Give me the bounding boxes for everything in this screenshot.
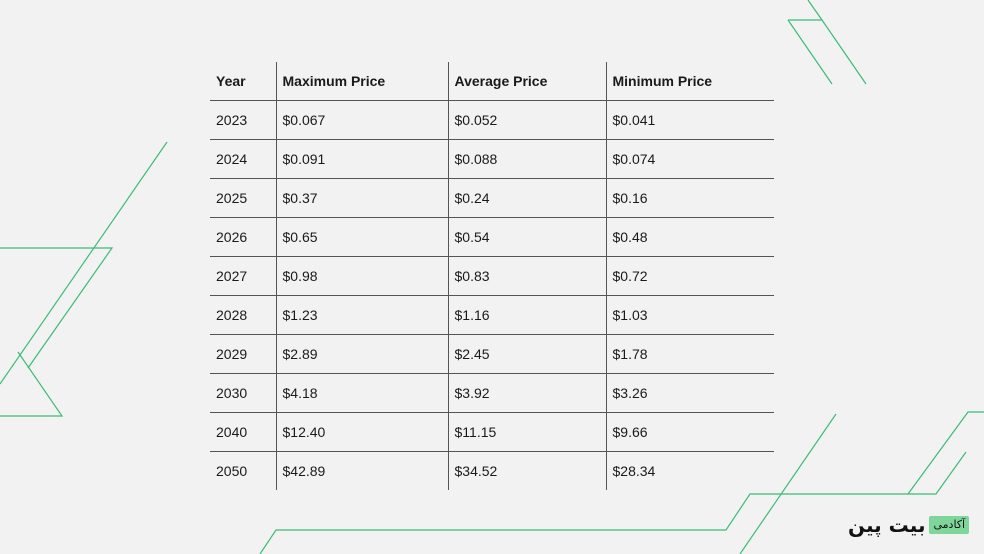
deco-line-left-3 — [0, 351, 64, 417]
price-cell: $34.52 — [447, 451, 606, 490]
price-cell: $3.26 — [605, 373, 774, 413]
year-cell: 2050 — [216, 463, 248, 479]
year-cell: 2027 — [210, 256, 276, 296]
price-prediction-table: Year Maximum Price Average Price Minimum Pr… — [210, 62, 774, 490]
table-row: 2029 $2.89 $2.45 $1.78 — [210, 334, 774, 374]
year-cell: 2024 — [210, 139, 276, 179]
price-cell: $0.54 — [447, 217, 606, 257]
year-cell: 2028 — [210, 295, 276, 335]
table-row: 2027 $0.98 $0.83 $0.72 — [210, 256, 774, 296]
deco-line-bottom-1 — [259, 451, 967, 554]
price-cell: $0.052 — [447, 100, 606, 140]
deco-line-left-1 — [0, 247, 114, 369]
table-row: 2050 $42.89 $34.52 $28.34 — [210, 451, 774, 490]
year-cell: 2023 — [210, 100, 276, 140]
table-row: 2030 $4.18 $3.92 $3.26 — [210, 373, 774, 413]
deco-line-bottom-3 — [739, 413, 837, 554]
price-cell: $1.23 — [275, 295, 448, 335]
deco-line-topright-3 — [787, 19, 833, 85]
table-row: 2040 $12.40 $11.15 $9.66 — [210, 412, 774, 452]
price-cell: $12.40 — [275, 412, 448, 452]
deco-line-topright-2 — [807, 0, 823, 21]
price-cell: $3.92 — [447, 373, 606, 413]
price-cell: $0.24 — [447, 178, 606, 218]
table-row: 2026 $0.65 $0.54 $0.48 — [210, 217, 774, 257]
price-cell: $4.18 — [275, 373, 448, 413]
price-cell: $0.091 — [275, 139, 448, 179]
table-row: 2024 $0.091 $0.088 $0.074 — [210, 139, 774, 179]
column-header: Average Price — [447, 62, 606, 101]
price-cell: $1.78 — [605, 334, 774, 374]
table-header-row: Year Maximum Price Average Price Minimum Pr… — [210, 62, 774, 101]
logo-name: بیت پین — [848, 513, 926, 537]
deco-line-left-2 — [0, 141, 168, 385]
table-row: 2023 $0.067 $0.052 $0.041 — [210, 100, 774, 140]
table-row: 2025 $0.37 $0.24 $0.16 — [210, 178, 774, 218]
table-row: 2028 $1.23 $1.16 $1.03 — [210, 295, 774, 335]
price-cell: $1.03 — [605, 295, 774, 335]
price-cell: $9.66 — [605, 412, 774, 452]
price-cell: $0.83 — [447, 256, 606, 296]
price-cell: $2.89 — [275, 334, 448, 374]
price-cell: $0.65 — [275, 217, 448, 257]
price-cell: $0.37 — [275, 178, 448, 218]
logo-badge: آکادمی — [929, 516, 970, 534]
deco-line-topright-1 — [788, 19, 867, 85]
price-cell: $0.067 — [275, 100, 448, 140]
price-cell: $42.89 — [275, 451, 448, 490]
price-cell: $0.98 — [275, 256, 448, 296]
year-cell: 2030 — [210, 373, 276, 413]
year-cell: 2025 — [210, 178, 276, 218]
year-cell: 2026 — [210, 217, 276, 257]
column-header: Year — [210, 62, 276, 101]
price-cell: $2.45 — [447, 334, 606, 374]
column-header: Maximum Price — [275, 62, 448, 101]
deco-line-bottom-2 — [907, 411, 984, 495]
price-cell: $0.48 — [605, 217, 774, 257]
price-cell: $11.15 — [447, 412, 606, 452]
column-header: Minimum Price — [605, 62, 774, 101]
year-cell: 2029 — [210, 334, 276, 374]
price-cell: $0.041 — [605, 100, 774, 140]
bitpin-academy-logo: بیت پین آکادمی — [848, 512, 970, 538]
price-cell: $0.16 — [605, 178, 774, 218]
price-cell: $0.72 — [605, 256, 774, 296]
price-cell: $1.16 — [447, 295, 606, 335]
price-cell: $28.34 — [605, 451, 774, 490]
price-cell: $0.088 — [447, 139, 606, 179]
year-cell: 2040 — [210, 412, 276, 452]
price-cell: $0.074 — [605, 139, 774, 179]
